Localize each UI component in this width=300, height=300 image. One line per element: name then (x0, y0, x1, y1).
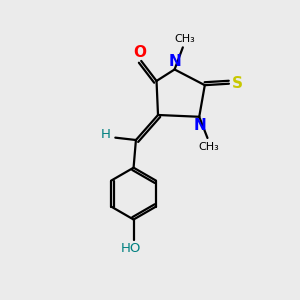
Text: CH₃: CH₃ (199, 142, 220, 152)
Text: O: O (133, 45, 146, 60)
Text: S: S (232, 76, 243, 91)
Text: CH₃: CH₃ (174, 34, 195, 44)
Text: N: N (169, 54, 182, 69)
Text: HO: HO (120, 242, 141, 255)
Text: H: H (101, 128, 111, 141)
Text: N: N (194, 118, 207, 133)
